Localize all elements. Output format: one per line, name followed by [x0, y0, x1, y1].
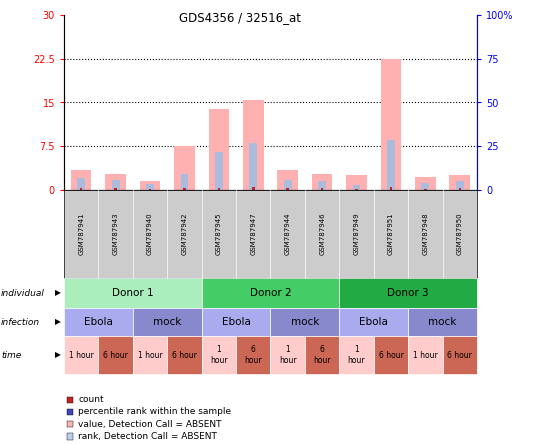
Bar: [112, 179, 119, 190]
Bar: [456, 181, 464, 190]
Text: mock: mock: [429, 317, 457, 327]
Bar: [183, 188, 185, 190]
Text: Ebola: Ebola: [222, 317, 251, 327]
Text: ▶: ▶: [55, 289, 61, 297]
Text: GSM787940: GSM787940: [147, 213, 153, 255]
Text: mock: mock: [290, 317, 319, 327]
Bar: [249, 143, 257, 190]
Text: 1 hour: 1 hour: [69, 350, 94, 360]
Text: ▶: ▶: [55, 350, 61, 360]
Text: rank, Detection Call = ABSENT: rank, Detection Call = ABSENT: [78, 432, 217, 441]
Text: individual: individual: [1, 289, 45, 297]
Bar: [353, 185, 360, 190]
Bar: [346, 175, 367, 190]
Bar: [277, 170, 298, 190]
Text: Donor 2: Donor 2: [249, 288, 292, 298]
Bar: [77, 178, 85, 190]
Bar: [356, 189, 358, 190]
Bar: [80, 188, 83, 190]
Bar: [106, 174, 126, 190]
Bar: [381, 59, 401, 190]
Text: percentile rank within the sample: percentile rank within the sample: [78, 408, 231, 416]
Bar: [208, 110, 229, 190]
Text: GSM787951: GSM787951: [388, 213, 394, 255]
Text: GSM787942: GSM787942: [181, 213, 188, 255]
Bar: [458, 188, 461, 190]
Bar: [415, 177, 436, 190]
Text: Donor 3: Donor 3: [387, 288, 429, 298]
Bar: [215, 152, 223, 190]
Text: GSM787947: GSM787947: [251, 213, 256, 255]
Bar: [252, 187, 255, 190]
Text: time: time: [1, 350, 21, 360]
Text: 1
hour: 1 hour: [348, 345, 365, 365]
Bar: [284, 179, 292, 190]
Text: 6 hour: 6 hour: [447, 350, 472, 360]
Text: 1
hour: 1 hour: [279, 345, 296, 365]
Text: infection: infection: [1, 317, 40, 326]
Text: mock: mock: [153, 317, 181, 327]
Bar: [174, 146, 195, 190]
Text: GSM787946: GSM787946: [319, 213, 325, 255]
Bar: [312, 174, 333, 190]
Bar: [424, 189, 426, 190]
Bar: [318, 181, 326, 190]
Text: value, Detection Call = ABSENT: value, Detection Call = ABSENT: [78, 420, 222, 428]
Bar: [390, 187, 392, 190]
Bar: [71, 170, 92, 190]
Text: 6
hour: 6 hour: [313, 345, 331, 365]
Text: GSM787950: GSM787950: [457, 213, 463, 255]
Text: GSM787948: GSM787948: [422, 213, 429, 255]
Text: 6
hour: 6 hour: [245, 345, 262, 365]
Text: 6 hour: 6 hour: [172, 350, 197, 360]
Bar: [321, 188, 324, 190]
Text: 1 hour: 1 hour: [413, 350, 438, 360]
Text: Ebola: Ebola: [84, 317, 113, 327]
Text: GSM787945: GSM787945: [216, 213, 222, 255]
Bar: [286, 188, 289, 190]
Bar: [181, 174, 188, 190]
Bar: [146, 184, 154, 190]
Text: 1 hour: 1 hour: [138, 350, 163, 360]
Bar: [449, 175, 470, 190]
Bar: [243, 99, 264, 190]
Bar: [387, 140, 395, 190]
Text: 6 hour: 6 hour: [103, 350, 128, 360]
Bar: [217, 188, 220, 190]
Text: Donor 1: Donor 1: [112, 288, 154, 298]
Bar: [140, 181, 160, 190]
Bar: [422, 183, 429, 190]
Text: GSM787943: GSM787943: [112, 213, 119, 255]
Text: GSM787941: GSM787941: [78, 213, 84, 255]
Text: 1
hour: 1 hour: [210, 345, 228, 365]
Text: GSM787944: GSM787944: [285, 213, 290, 255]
Text: ▶: ▶: [55, 317, 61, 326]
Text: 6 hour: 6 hour: [378, 350, 403, 360]
Text: GDS4356 / 32516_at: GDS4356 / 32516_at: [179, 11, 301, 24]
Bar: [115, 188, 117, 190]
Text: count: count: [78, 395, 104, 404]
Text: GSM787949: GSM787949: [353, 213, 360, 255]
Text: Ebola: Ebola: [359, 317, 388, 327]
